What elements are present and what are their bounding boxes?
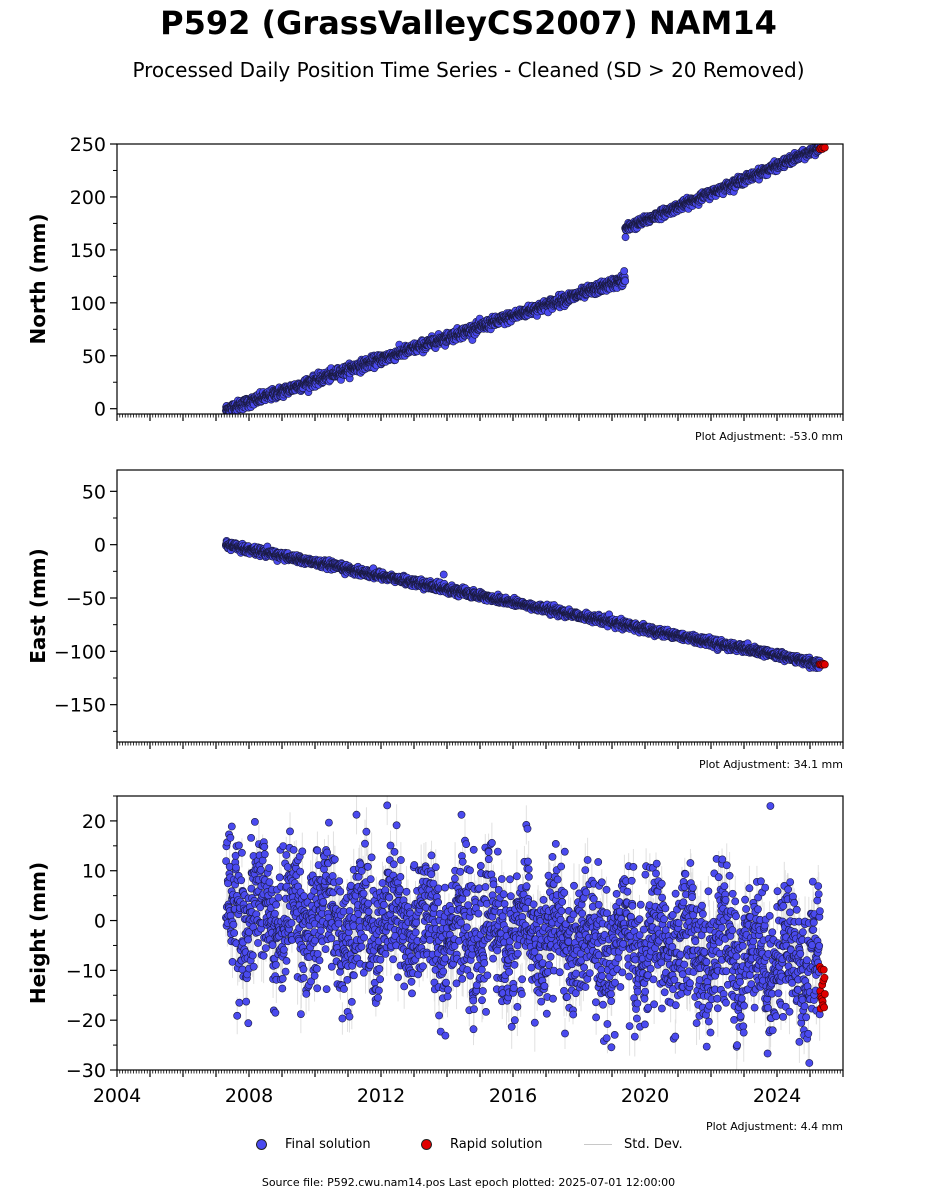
final-points (222, 144, 824, 414)
chart-subtitle: Processed Daily Position Time Series - C… (132, 58, 805, 82)
y-tick-label: 50 (82, 346, 106, 368)
y-tick-label: 150 (70, 240, 106, 262)
plot-adjustment-label: Plot Adjustment: -53.0 mm (695, 430, 843, 443)
final-point-outlier (620, 267, 629, 275)
panel-1: 0 50 100 150 200 250 North (mm) Plot Adjustment… (26, 134, 844, 443)
y-tick-label: 250 (70, 134, 106, 156)
rapid-point (820, 144, 829, 152)
y-tick-label: 200 (70, 187, 106, 209)
y-axis-label: North (mm) (26, 213, 50, 344)
chart-title: P592 (GrassValleyCS2007) NAM14 (160, 4, 777, 42)
y-tick-label: 0 (94, 399, 106, 421)
panel-plot-area (222, 144, 829, 414)
final-point (621, 277, 630, 285)
final-points (221, 537, 824, 672)
y-tick-label: 100 (70, 293, 106, 315)
rapid-points (816, 144, 829, 153)
final-point-outlier (621, 233, 630, 242)
panel-plot-area (221, 537, 829, 672)
